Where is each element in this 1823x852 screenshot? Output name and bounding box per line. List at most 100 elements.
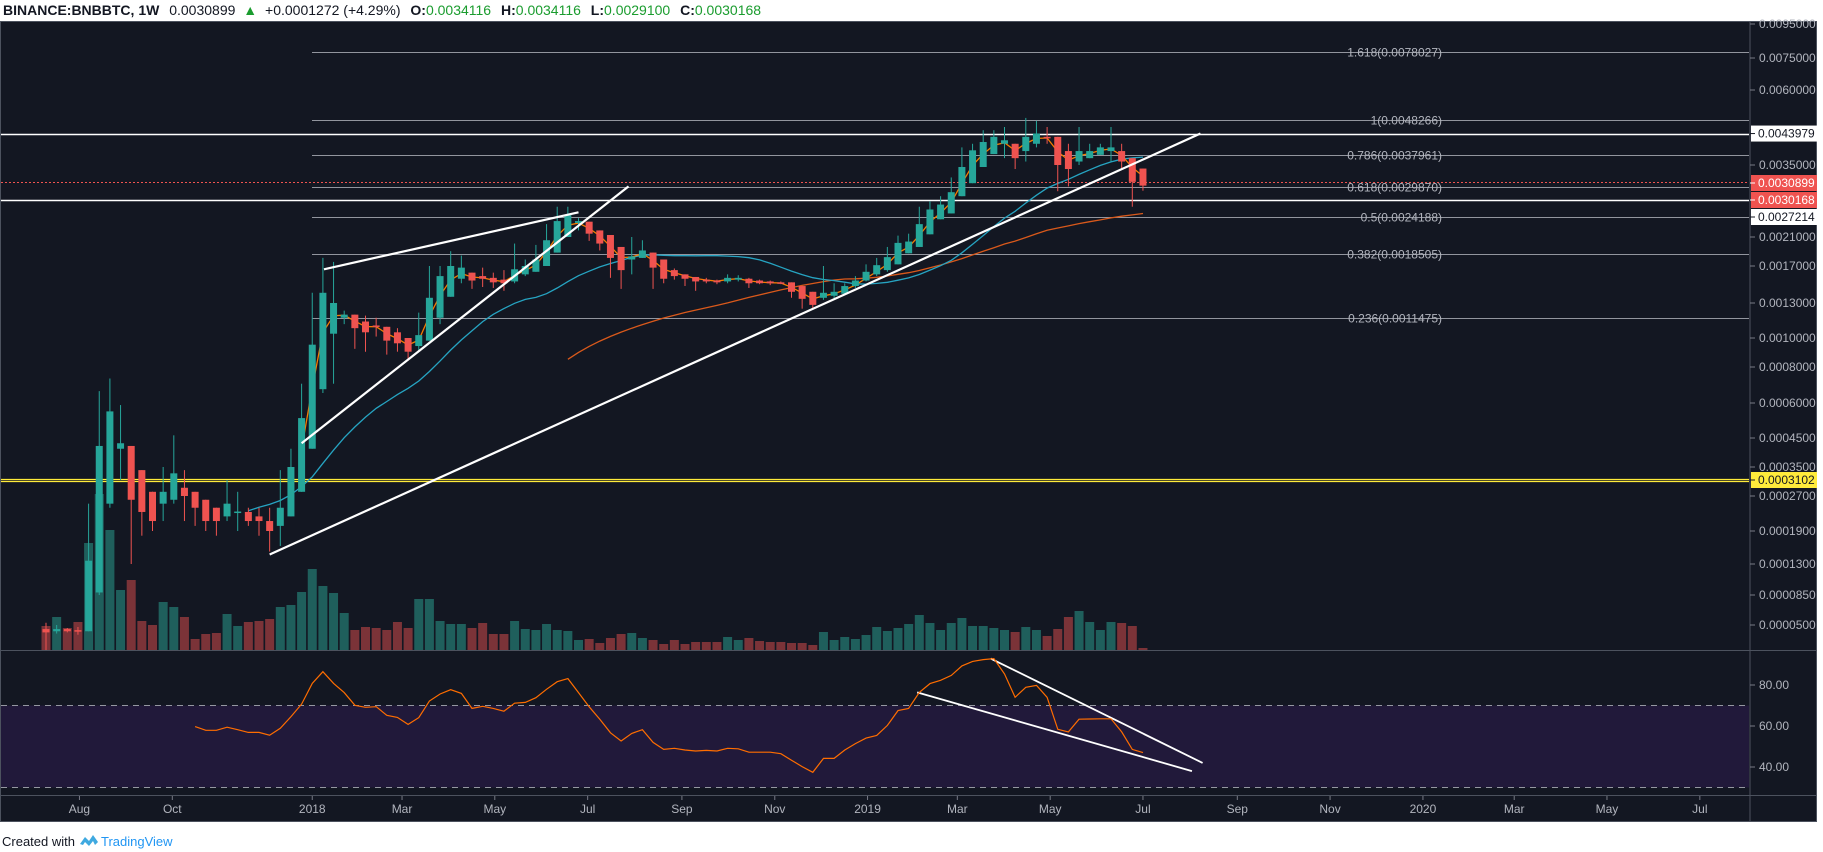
candle-body [1054,136,1062,165]
candle [106,378,114,508]
candle-body [383,326,391,341]
candle-body [106,411,114,504]
time-tick-label: Mar [392,802,413,816]
volume-bar [904,624,914,650]
candle-body [713,280,721,283]
candle [788,282,795,298]
rsi-band [1,705,1749,788]
price-axis[interactable] [1751,22,1816,795]
volume-bar [637,638,647,650]
volume-bar [307,569,317,650]
candle-body [457,267,465,279]
candle-body [138,470,146,512]
candle [756,279,764,285]
trendline-rsi-upper[interactable] [990,657,1203,764]
volume-bar [62,628,72,650]
rsi-line [194,657,1144,774]
candle [883,246,891,272]
time-tick-label: 2018 [299,802,326,816]
tradingview-logo-icon [80,835,98,846]
volume-bar [371,628,381,650]
volume-bar [882,631,892,650]
candle-body [553,221,561,253]
candle-body [393,332,401,344]
candle [692,276,700,291]
trendline-wedge-upper[interactable] [323,211,579,271]
volume-bar [818,632,828,650]
volume-bar [765,642,775,650]
volume-bar [1117,623,1127,650]
candle [734,275,742,282]
volume-bar [1010,632,1020,650]
candle-body [734,277,742,280]
volume-bar [392,622,402,650]
time-tick-label: May [483,802,506,816]
candle-body [319,292,327,390]
volume-bar [137,621,147,650]
volume-bar [787,643,796,650]
candle-body [415,335,423,347]
volume-bar [510,621,520,650]
candle [969,143,977,184]
trendline-wedge-lower[interactable] [300,185,630,445]
fib-retracement[interactable]: 1.618(0.0078027) 1(0.0048266) 0.786(0.0037… [312,46,1749,326]
candle-body [521,266,529,275]
volume-bar [350,630,360,650]
candle [159,467,167,522]
volume-bar [797,643,807,650]
trendline-long-support[interactable] [269,132,1201,556]
volume-bar [829,640,839,650]
trendline-rsi-lower[interactable] [916,691,1193,772]
candle [596,230,604,251]
rsi-indicator [194,657,1144,774]
candle [149,491,156,531]
price-tick-label: 0.0001300 [1759,557,1816,571]
candle-body [1128,158,1136,182]
candle-body [468,272,476,281]
candle-body [362,321,369,333]
candle-body [915,224,923,247]
candle-body [436,276,444,318]
main-pane[interactable] [1,22,1749,650]
candle [585,221,593,241]
candle [1001,127,1008,159]
candle [74,626,82,635]
candle [947,177,955,214]
candle-body [628,256,636,260]
time-axis[interactable] [1,796,1749,821]
close-label: C: [680,2,695,18]
candle [308,292,316,449]
candle [1064,143,1072,187]
volume-bar [222,614,232,650]
candle-body [702,279,710,282]
trendlines[interactable] [269,132,1203,772]
volume-bar [148,625,157,650]
volume-bar [190,639,200,650]
candle-body [798,286,806,299]
fib-level-label: 0.618(0.0029870) [1347,181,1442,195]
axes: 0.00950000.00750000.00600000.00350000.00… [69,17,1816,816]
candle-body [777,282,785,284]
candle [42,622,50,650]
volume-bar [286,605,296,650]
candle-body [1064,151,1072,170]
candle-body [969,150,977,184]
volume-bar [723,637,733,650]
candle-body [149,491,156,522]
volume-bar [1021,627,1031,650]
candle-body [202,499,210,522]
candle-body [117,443,125,449]
candle [63,628,71,633]
volume-bar [499,634,509,650]
candle-body [873,265,881,275]
tradingview-link[interactable]: TradingView [101,834,173,849]
volume-bar [808,645,818,650]
candle-body [489,277,497,283]
symbol-label: BINANCE:BNBBTC, 1W [3,2,160,18]
price-label-box [1751,175,1817,191]
volume-bar [1000,630,1009,650]
time-tick-label: May [1596,802,1619,816]
volume-bar [297,592,307,650]
fib-level-label: 0.786(0.0037961) [1347,149,1442,163]
